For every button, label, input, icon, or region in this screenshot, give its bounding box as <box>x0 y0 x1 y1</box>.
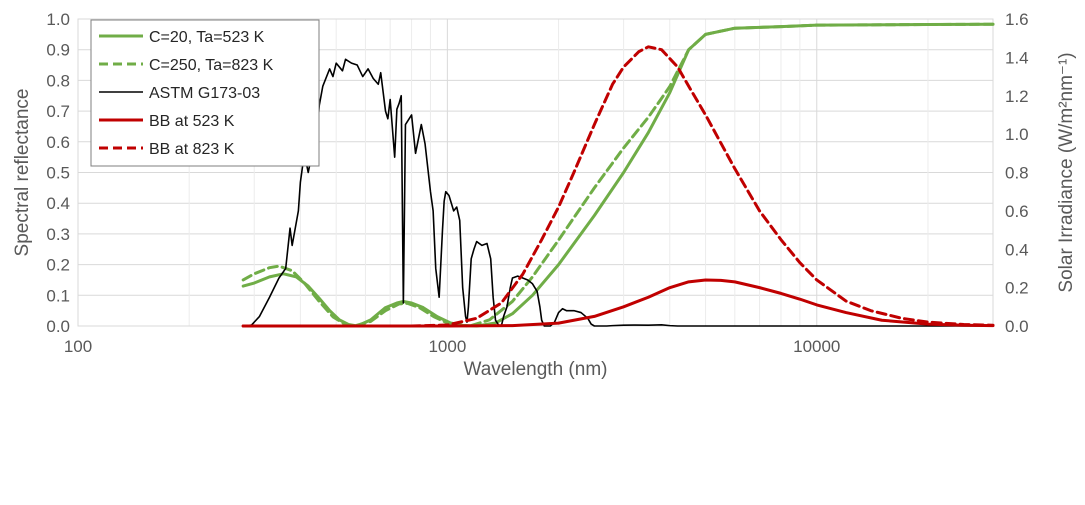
y2-tick-label: 0.0 <box>1005 317 1029 336</box>
y-tick-label: 0.3 <box>46 225 70 244</box>
legend-box <box>90 19 320 167</box>
y2-tick-label: 0.6 <box>1005 202 1029 221</box>
legend-label-3: ASTM G173-03 <box>149 85 260 102</box>
y-tick-label: 0.5 <box>46 164 70 183</box>
y-tick-label: 1.0 <box>46 10 70 29</box>
legend: C=20, Ta=523 K C=250, Ta=823 K ASTM G173-0… <box>90 19 320 167</box>
y-tick-label: 0.7 <box>46 102 70 121</box>
y2-tick-label: 0.8 <box>1005 164 1029 183</box>
series-line-3 <box>242 58 994 327</box>
x-tick-label: 10000 <box>793 337 840 356</box>
y-tick-label: 0.9 <box>46 41 70 60</box>
y2-tick-label: 0.2 <box>1005 279 1029 298</box>
y2-tick-label: 0.4 <box>1005 240 1029 259</box>
series-line-5 <box>241 45 995 328</box>
y-tick-label: 0.6 <box>46 133 70 152</box>
y-tick-label: 0.4 <box>46 194 70 213</box>
x-tick-label: 1000 <box>428 337 466 356</box>
y2-tick-label: 1.2 <box>1005 87 1029 106</box>
y2-tick-label: 1.6 <box>1005 10 1029 29</box>
y-axis-ticks: 0.0 0.1 0.2 0.3 0.4 0.5 0.6 0.7 0.8 0.9 1.0 <box>46 10 70 336</box>
y-tick-label: 0.1 <box>46 286 70 305</box>
y2-tick-label: 1.0 <box>1005 125 1029 144</box>
series-lines <box>241 22 995 328</box>
legend-label-4: BB at 523 K <box>149 113 235 130</box>
series-line-1 <box>241 22 995 328</box>
y-tick-label: 0.0 <box>46 317 70 336</box>
y-tick-label: 0.8 <box>46 71 70 90</box>
series-line-2 <box>241 22 995 328</box>
x-axis-label: Wavelength (nm) <box>464 359 608 380</box>
y2-axis-ticks: 0.0 0.2 0.4 0.6 0.8 1.0 1.2 1.4 1.6 <box>1005 10 1029 336</box>
y2-tick-label: 1.4 <box>1005 48 1029 67</box>
x-tick-label: 100 <box>64 337 92 356</box>
legend-label-1: C=20, Ta=523 K <box>149 29 265 46</box>
y-tick-label: 0.2 <box>46 256 70 275</box>
y-axis-label: Spectral reflectance <box>12 89 33 257</box>
x-axis-ticks: 100 1000 10000 <box>64 337 841 356</box>
series-line-4 <box>241 278 995 328</box>
plot-area-border <box>77 18 994 327</box>
y2-axis-label: Solar Irradiance (W/m²nm⁻¹) <box>1056 52 1077 292</box>
legend-label-2: C=250, Ta=823 K <box>149 57 274 74</box>
legend-label-5: BB at 823 K <box>149 141 235 158</box>
